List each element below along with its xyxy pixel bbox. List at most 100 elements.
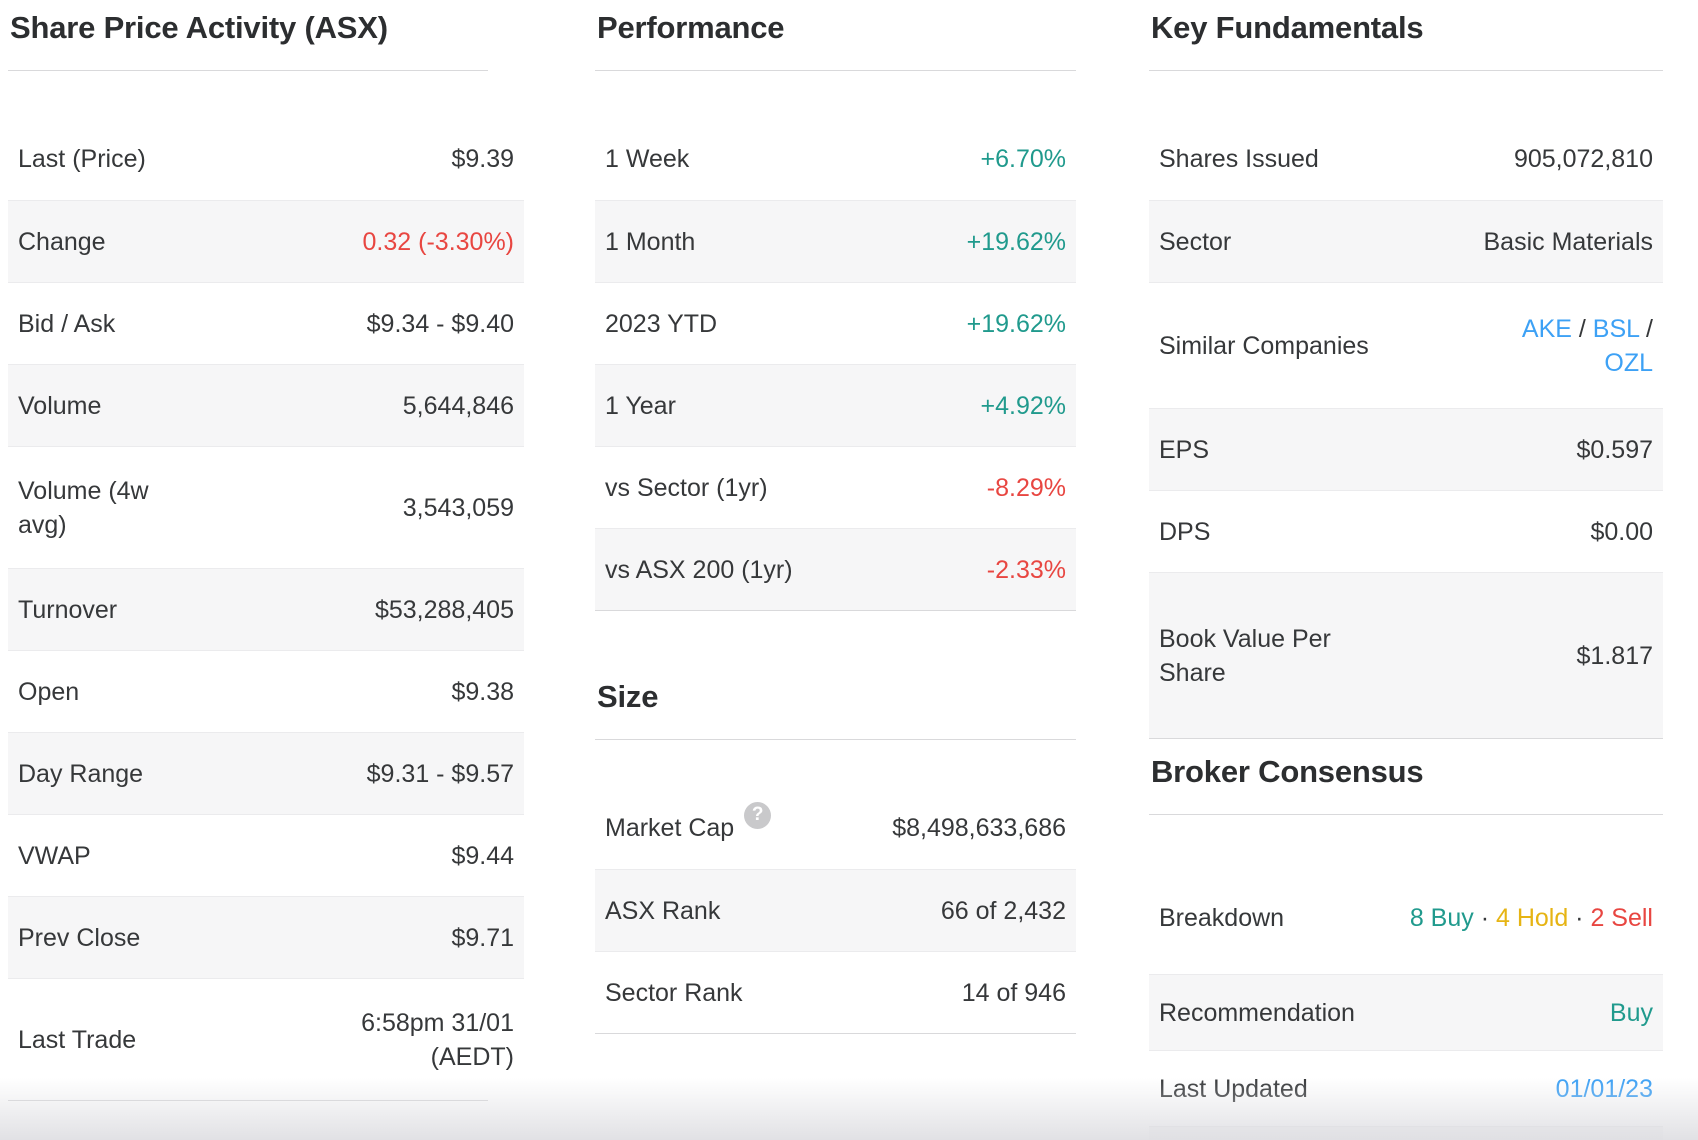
row-label: Book Value Per Share: [1159, 624, 1331, 687]
row-vwap: VWAP $9.44: [8, 814, 524, 896]
row-value: $0.00: [1590, 517, 1653, 546]
row-asx-rank: ASX Rank 66 of 2,432: [595, 869, 1076, 951]
row-value: +4.92%: [980, 391, 1067, 420]
key-fundamentals-table: Shares Issued 905,072,810 Sector Basic M…: [1149, 118, 1663, 738]
heading-divider: [595, 739, 1076, 740]
size-title: Size: [597, 679, 659, 714]
row-value: Basic Materials: [1483, 227, 1654, 256]
row-value: $9.34 - $9.40: [366, 309, 514, 338]
table-bottom-divider: [595, 610, 1076, 611]
row-vs-asx-200: vs ASX 200 (1yr) -2.33%: [595, 528, 1076, 610]
row-value: 66 of 2,432: [940, 896, 1066, 925]
row-vs-sector: vs Sector (1yr) -8.29%: [595, 446, 1076, 528]
size-table: Market Cap ? $8,498,633,686 ASX Rank 66 …: [595, 787, 1076, 1033]
ticker-link-ake[interactable]: AKE: [1521, 314, 1572, 343]
row-value: Buy: [1609, 998, 1653, 1027]
row-label: Last Updated: [1159, 1074, 1308, 1103]
row-volume: Volume 5,644,846: [8, 364, 524, 446]
row-value: $0.597: [1576, 435, 1653, 464]
row-value: $9.44: [451, 841, 514, 870]
row-value: 5,644,846: [402, 391, 514, 420]
separator: /: [1639, 314, 1653, 343]
row-label: DPS: [1159, 517, 1211, 546]
ticker-link-bsl[interactable]: BSL: [1592, 314, 1640, 343]
separator: /: [1571, 314, 1593, 343]
row-value: $9.38: [451, 677, 514, 706]
row-label: Recommendation: [1159, 998, 1355, 1027]
row-value: +19.62%: [966, 309, 1066, 338]
row-sector: Sector Basic Materials: [1149, 200, 1663, 282]
heading-divider: [1149, 814, 1663, 815]
row-value: $8,498,633,686: [892, 814, 1066, 842]
similar-companies-links: AKE / BSL / OZL: [1493, 312, 1653, 380]
row-value: $9.31 - $9.57: [366, 759, 514, 788]
row-label: vs Sector (1yr): [605, 473, 768, 502]
row-label: Day Range: [18, 759, 144, 788]
row-change: Change 0.32 (-3.30%): [8, 200, 524, 282]
row-label: Volume: [18, 391, 102, 420]
row-value: 905,072,810: [1513, 145, 1653, 173]
sell-count: 2 Sell: [1590, 904, 1653, 932]
broker-consensus-table: Breakdown 8 Buy · 4 Hold · 2 Sell Recomm…: [1149, 862, 1663, 1140]
row-volume-4w-avg: Volume (4w avg) 3,543,059: [8, 446, 524, 568]
table-bottom-divider: [595, 1033, 1076, 1034]
heading-divider: [1149, 70, 1663, 71]
row-label: Open: [18, 677, 80, 706]
row-market-cap: Market Cap ? $8,498,633,686: [595, 787, 1076, 869]
row-value: -2.33%: [986, 555, 1066, 584]
row-label: Breakdown: [1159, 904, 1285, 932]
row-value: 14 of 946: [961, 978, 1066, 1007]
row-value: +19.62%: [966, 227, 1066, 256]
row-1-week: 1 Week +6.70%: [595, 118, 1076, 200]
cut-off-row: [1149, 1126, 1663, 1140]
row-similar-companies: Similar Companies AKE / BSL / OZL: [1149, 282, 1663, 408]
share-price-activity-title: Share Price Activity (ASX): [10, 10, 388, 45]
row-label: Market Cap: [605, 814, 735, 842]
row-value: -8.29%: [986, 473, 1066, 502]
row-value: 0.32 (-3.30%): [362, 227, 514, 256]
share-price-activity-table: Last (Price) $9.39 Change 0.32 (-3.30%) …: [8, 118, 524, 1100]
row-label: Turnover: [18, 595, 118, 624]
performance-table: 1 Week +6.70% 1 Month +19.62% 2023 YTD +…: [595, 118, 1076, 610]
separator: ·: [1473, 904, 1496, 932]
broker-consensus-title: Broker Consensus: [1151, 754, 1424, 789]
row-last-trade: Last Trade 6:58pm 31/01 (AEDT): [8, 978, 524, 1100]
ticker-link-ozl[interactable]: OZL: [1604, 348, 1653, 377]
row-breakdown: Breakdown 8 Buy · 4 Hold · 2 Sell: [1149, 862, 1663, 974]
help-icon[interactable]: ?: [744, 801, 772, 829]
row-label: Sector Rank: [605, 978, 743, 1007]
row-label: Shares Issued: [1159, 145, 1319, 173]
row-label: Bid / Ask: [18, 309, 116, 338]
row-value: $9.39: [451, 145, 514, 173]
row-shares-issued: Shares Issued 905,072,810: [1149, 118, 1663, 200]
row-recommendation: Recommendation Buy: [1149, 974, 1663, 1050]
row-prev-close: Prev Close $9.71: [8, 896, 524, 978]
row-label: VWAP: [18, 841, 91, 870]
heading-divider: [8, 70, 488, 71]
last-updated-link[interactable]: 01/01/23: [1555, 1074, 1653, 1103]
row-value: +6.70%: [980, 145, 1067, 173]
row-label: Similar Companies: [1159, 331, 1369, 360]
row-label: 2023 YTD: [605, 309, 718, 338]
row-label: Last (Price): [18, 145, 146, 173]
row-label: Prev Close: [18, 923, 141, 952]
separator: ·: [1568, 904, 1591, 932]
share-price-activity-section: Share Price Activity (ASX) Last (Price) …: [8, 10, 524, 1101]
heading-divider: [595, 70, 1076, 71]
row-label: Volume (4w avg): [18, 476, 149, 539]
row-label: 1 Year: [605, 391, 676, 420]
row-1-year: 1 Year +4.92%: [595, 364, 1076, 446]
row-label: Last Trade: [18, 1025, 137, 1054]
row-label: vs ASX 200 (1yr): [605, 555, 793, 584]
table-bottom-divider: [8, 1100, 488, 1101]
size-section: Size Market Cap ? $8,498,633,686 ASX Ran…: [595, 679, 1076, 1034]
row-value: 3,543,059: [402, 493, 514, 522]
row-value: $9.71: [451, 923, 514, 952]
performance-title: Performance: [597, 10, 785, 45]
row-sector-rank: Sector Rank 14 of 946: [595, 951, 1076, 1033]
row-value: 6:58pm 31/01 (AEDT): [361, 1008, 514, 1071]
key-fundamentals-title: Key Fundamentals: [1151, 10, 1424, 45]
row-bid-ask: Bid / Ask $9.34 - $9.40: [8, 282, 524, 364]
table-bottom-divider: [1149, 738, 1663, 739]
